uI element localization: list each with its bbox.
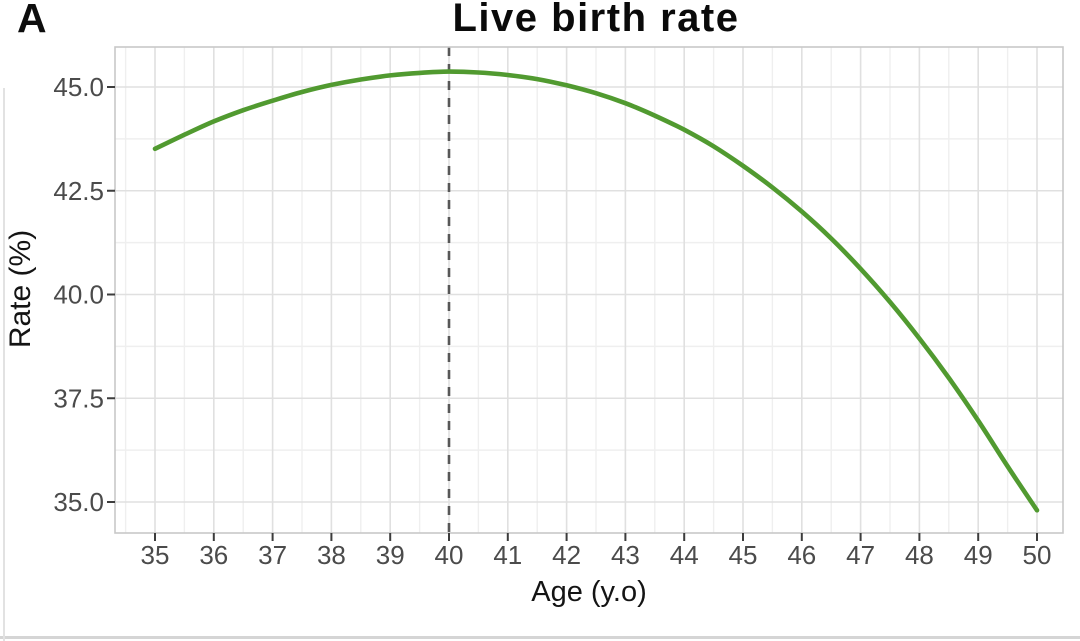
x-tick-label: 41 [493,540,522,570]
x-tick-label: 36 [199,540,228,570]
y-tick-label: 45.0 [53,72,104,102]
y-tick-label: 42.5 [53,176,104,206]
chart-title: Live birth rate [452,0,740,40]
y-tick-label: 35.0 [53,487,104,517]
x-tick-label: 38 [317,540,346,570]
x-axis-title: Age (y.o) [531,576,647,608]
plot-panel [115,47,1063,533]
y-tick-label: 37.5 [53,383,104,413]
x-tick-label: 43 [611,540,640,570]
y-tick-label: 40.0 [53,280,104,310]
x-tick-label: 40 [435,540,464,570]
x-tick-label: 37 [258,540,287,570]
x-tick-label: 44 [670,540,699,570]
panel-border [114,46,1064,534]
screenshot-edge-artifact [0,636,1080,639]
x-tick-label: 47 [846,540,875,570]
x-tick-label: 42 [552,540,581,570]
x-tick-label: 50 [1023,540,1052,570]
screenshot-edge-artifact [3,88,5,641]
x-tick-label: 45 [729,540,758,570]
x-tick-label: 35 [141,540,170,570]
x-tick-label: 46 [787,540,816,570]
trend-curve [152,69,1040,513]
panel-label: A [17,0,47,41]
x-tick-label: 48 [905,540,934,570]
x-tick-label: 49 [964,540,993,570]
x-tick-label: 39 [376,540,405,570]
